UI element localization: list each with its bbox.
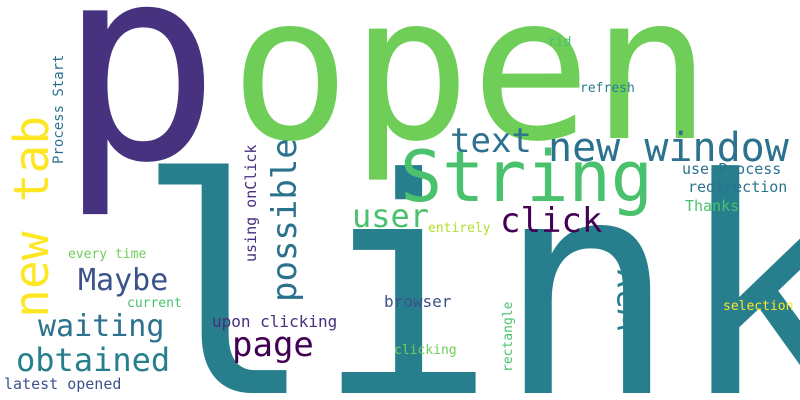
word-maybe: Maybe — [78, 263, 169, 298]
word-redirection: redirection — [688, 178, 788, 196]
word-use-process: use Process — [682, 160, 782, 178]
word-link: link — [135, 115, 800, 400]
word-obtained: obtained — [16, 341, 171, 379]
word-browser: browser — [384, 292, 452, 311]
word-string: String — [400, 136, 653, 218]
word-every-time: every time — [68, 247, 147, 262]
word-click: click — [500, 201, 603, 241]
word-latest-opened: latest opened — [4, 375, 122, 393]
word-refresh: refresh — [580, 81, 635, 96]
word-p: p — [58, 0, 221, 222]
word-waiting: waiting — [38, 309, 165, 344]
word-entirely: entirely — [428, 221, 491, 236]
word-rectangle: rectangle — [501, 301, 516, 372]
word-upon-clicking: upon clicking — [212, 312, 338, 331]
word-current: current — [127, 296, 182, 311]
word-new-window: new window — [548, 125, 789, 171]
word-text: text — [450, 121, 532, 161]
word-using-onclick: using onClick — [242, 144, 260, 262]
word-clicking: clicking — [394, 343, 457, 358]
word-new-tab: new tab — [4, 115, 60, 318]
word-open: open — [230, 0, 712, 186]
word-page: page — [232, 325, 314, 365]
word-way: way — [605, 268, 645, 330]
word-process-start: Process Start — [51, 54, 67, 164]
word-thanks: Thanks — [685, 197, 740, 215]
word-rid: rid — [548, 35, 572, 50]
word-possible: possible — [265, 138, 305, 302]
word-selection: selection — [723, 299, 794, 314]
word-user: user — [352, 197, 430, 235]
